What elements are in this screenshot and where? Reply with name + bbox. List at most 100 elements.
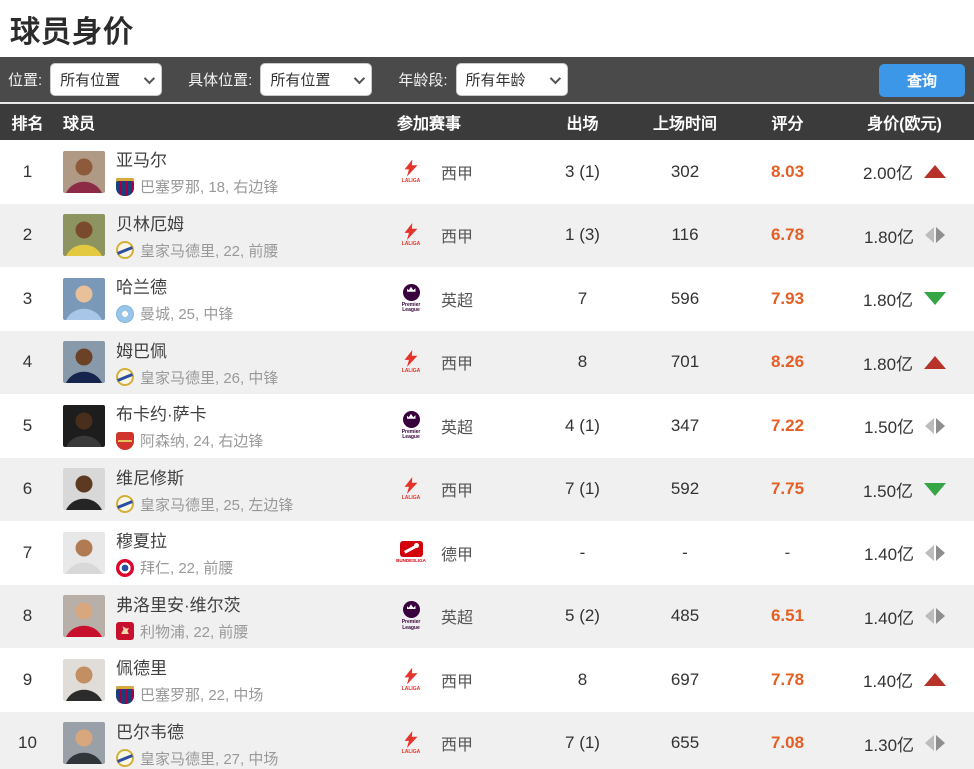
league-mini-label: Premier League <box>401 301 421 314</box>
value-cell: 1.80亿 <box>835 350 974 375</box>
value-text: 1.40亿 <box>863 545 915 565</box>
apps-cell: 4 (1) <box>565 415 600 435</box>
player-meta-text: 巴塞罗那, 22, 中场 <box>140 687 264 705</box>
league-logo-icon <box>399 541 423 558</box>
table-row[interactable]: 6 维尼修斯 皇家马德里, 25, 左边锋 LALIGA <box>0 457 974 521</box>
player-name: 弗洛里安·维尔茨 <box>116 595 241 615</box>
league-cell: LALIGA 西甲 <box>385 477 535 502</box>
league-name: 德甲 <box>441 546 474 564</box>
player-cell[interactable]: 布卡约·萨卡 阿森纳, 24, 右边锋 <box>55 400 385 451</box>
league-logo-icon <box>402 410 420 428</box>
rank-cell: 1 <box>22 161 33 181</box>
table-row[interactable]: 4 姆巴佩 皇家马德里, 26, 中锋 LALIGA <box>0 330 974 394</box>
trend-flat-icon <box>925 608 946 625</box>
rating-cell: 8.26 <box>770 352 805 372</box>
league-name: 西甲 <box>441 673 474 691</box>
player-info: 维尼修斯 皇家马德里, 25, 左边锋 <box>116 464 293 515</box>
player-name: 佩德里 <box>116 659 167 679</box>
title-bar: 球员身价 <box>0 0 974 57</box>
value-text: 1.40亿 <box>863 608 915 628</box>
search-button[interactable]: 查询 <box>879 64 965 97</box>
player-cell[interactable]: 弗洛里安·维尔茨 利物浦, 22, 前腰 <box>55 591 385 642</box>
filter-bar: 位置: 所有位置 具体位置: 所有位置 年龄段: 所有年龄 查询 <box>0 57 974 104</box>
league-cell: LALIGA 西甲 <box>385 223 535 248</box>
rank-cell: 5 <box>22 415 33 435</box>
minutes-cell: 701 <box>670 352 700 372</box>
rating-cell: 7.75 <box>770 479 805 499</box>
player-cell[interactable]: 维尼修斯 皇家马德里, 25, 左边锋 <box>55 464 385 515</box>
player-cell[interactable]: 佩德里 巴塞罗那, 22, 中场 <box>55 654 385 705</box>
minutes-cell: 116 <box>671 225 699 245</box>
table-row[interactable]: 10 巴尔韦德 皇家马德里, 27, 中场 LALIGA <box>0 711 974 769</box>
table-body: 1 亚马尔 巴塞罗那, 18, 右边锋 LALIGA <box>0 140 974 769</box>
league-logo-icon <box>404 350 418 367</box>
league-icon: LALIGA <box>393 350 429 375</box>
age-filter-label: 年龄段: <box>398 72 448 89</box>
player-cell[interactable]: 哈兰德 曼城, 25, 中锋 <box>55 273 385 324</box>
value-cell: 1.30亿 <box>835 731 974 756</box>
trend-down-icon <box>924 482 947 496</box>
player-cell[interactable]: 穆夏拉 拜仁, 22, 前腰 <box>55 527 385 578</box>
table-row[interactable]: 1 亚马尔 巴塞罗那, 18, 右边锋 LALIGA <box>0 140 974 204</box>
value-cell: 1.50亿 <box>835 413 974 438</box>
league-icon: LALIGA <box>393 223 429 248</box>
player-cell[interactable]: 姆巴佩 皇家马德里, 26, 中锋 <box>55 337 385 388</box>
league-logo-icon <box>402 283 420 301</box>
player-info: 弗洛里安·维尔茨 利物浦, 22, 前腰 <box>116 591 248 642</box>
header-rating: 评分 <box>771 116 804 133</box>
league-name: 英超 <box>441 610 474 628</box>
header-league: 参加赛事 <box>397 116 462 133</box>
specific-position-select-value: 所有位置 <box>270 72 331 89</box>
club-badge-icon <box>116 304 134 323</box>
league-icon: Premier League <box>393 410 429 441</box>
value-cell: 1.40亿 <box>835 604 974 629</box>
rank-cell: 9 <box>22 669 33 689</box>
table-row[interactable]: 8 弗洛里安·维尔茨 利物浦, 22, 前腰 Premier Leag <box>0 584 974 648</box>
player-info: 哈兰德 曼城, 25, 中锋 <box>116 273 233 324</box>
minutes-cell: 592 <box>670 479 700 499</box>
player-photo <box>63 404 105 447</box>
table-row[interactable]: 9 佩德里 巴塞罗那, 22, 中场 LALIGA <box>0 648 974 712</box>
league-name: 英超 <box>441 292 474 310</box>
rank-cell: 2 <box>22 225 33 245</box>
table-row[interactable]: 3 哈兰德 曼城, 25, 中锋 Premier League <box>0 267 974 331</box>
player-cell[interactable]: 亚马尔 巴塞罗那, 18, 右边锋 <box>55 146 385 197</box>
player-meta-text: 皇家马德里, 26, 中锋 <box>140 369 279 387</box>
rating-cell: 7.93 <box>770 288 805 308</box>
value-text: 2.00亿 <box>862 164 914 184</box>
position-filter-label: 位置: <box>8 72 43 89</box>
minutes-cell: - <box>682 542 688 562</box>
table-header: 排名 球员 参加赛事 出场 上场时间 评分 身价(欧元) <box>0 104 974 140</box>
header-player: 球员 <box>63 116 96 133</box>
player-meta-text: 曼城, 25, 中锋 <box>140 306 234 324</box>
player-info: 布卡约·萨卡 阿森纳, 24, 右边锋 <box>116 400 263 451</box>
trend-flat-icon <box>925 544 946 561</box>
league-logo-icon <box>404 477 418 494</box>
trend-flat-icon <box>925 227 946 244</box>
apps-cell: 7 (1) <box>565 479 600 499</box>
specific-position-select[interactable]: 所有位置 <box>260 63 373 96</box>
player-cell[interactable]: 巴尔韦德 皇家马德里, 27, 中场 <box>55 718 385 769</box>
position-select[interactable]: 所有位置 <box>50 63 163 96</box>
trend-up-icon <box>924 355 947 369</box>
table-row[interactable]: 5 布卡约·萨卡 阿森纳, 24, 右边锋 Premier Leagu <box>0 394 974 458</box>
player-info: 贝林厄姆 皇家马德里, 22, 前腰 <box>116 210 278 261</box>
trend-up-icon <box>924 165 947 179</box>
league-icon: LALIGA <box>393 667 429 693</box>
league-name: 英超 <box>441 419 474 437</box>
club-badge-icon <box>116 241 134 260</box>
minutes-cell: 697 <box>670 669 700 689</box>
league-mini-label: BUNDESLIGA <box>396 558 426 564</box>
table-row[interactable]: 7 穆夏拉 拜仁, 22, 前腰 BUNDESLIGA <box>0 521 974 585</box>
player-cell[interactable]: 贝林厄姆 皇家马德里, 22, 前腰 <box>55 210 385 261</box>
value-cell: 1.40亿 <box>835 667 974 692</box>
value-text: 1.80亿 <box>862 291 914 311</box>
table-row[interactable]: 2 贝林厄姆 皇家马德里, 22, 前腰 LALIGA <box>0 203 974 267</box>
player-name: 布卡约·萨卡 <box>116 405 207 425</box>
club-badge-icon <box>116 749 134 768</box>
league-name: 西甲 <box>441 483 474 501</box>
age-select[interactable]: 所有年龄 <box>455 63 568 96</box>
league-icon: LALIGA <box>393 477 429 502</box>
chevron-down-icon <box>143 72 156 84</box>
player-meta-text: 皇家马德里, 22, 前腰 <box>140 242 279 260</box>
